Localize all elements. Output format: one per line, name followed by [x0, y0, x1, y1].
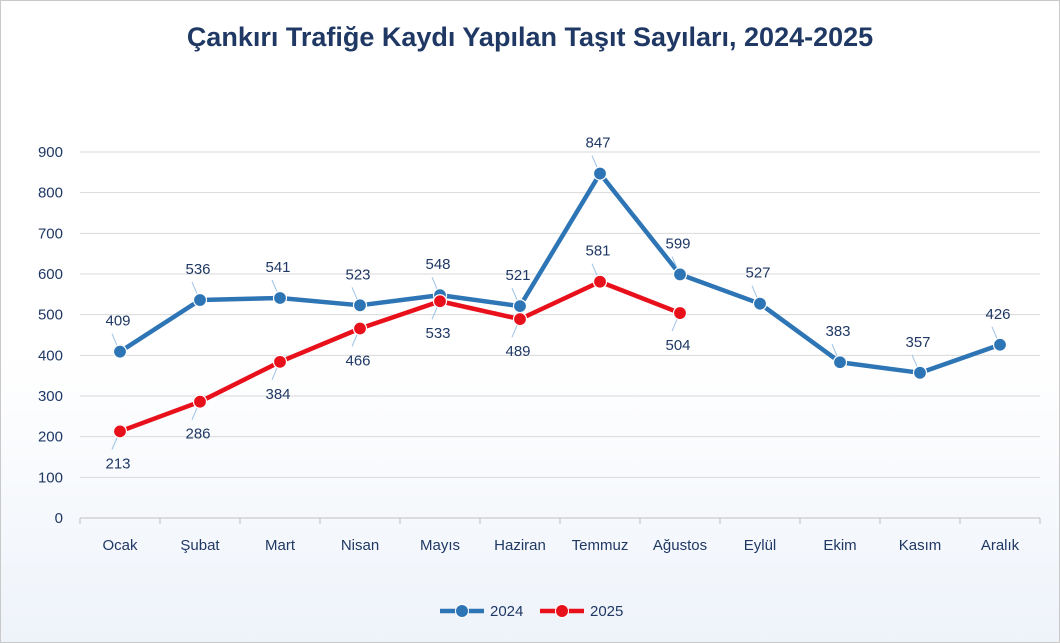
- data-point: [672, 267, 688, 282]
- y-tick-label: 300: [38, 388, 63, 405]
- data-point: [352, 321, 368, 336]
- data-point: [352, 298, 368, 313]
- data-label: 504: [665, 337, 690, 354]
- data-label: 847: [585, 135, 610, 152]
- y-tick-label: 800: [38, 185, 63, 202]
- data-label: 527: [745, 265, 770, 282]
- series-line-2025: [117, 279, 683, 434]
- x-tick-label: Mayıs: [420, 537, 460, 554]
- x-tick-label: Aralık: [981, 537, 1020, 554]
- data-point: [752, 296, 768, 311]
- data-point: [192, 394, 208, 409]
- x-tick-label: Temmuz: [572, 537, 629, 554]
- y-tick-label: 400: [38, 347, 63, 364]
- y-tick-label: 0: [55, 510, 63, 527]
- data-point: [432, 294, 448, 309]
- data-label: 357: [905, 334, 930, 351]
- data-point: [192, 292, 208, 308]
- data-point: [832, 355, 848, 370]
- data-point: [112, 344, 128, 359]
- x-tick-label: Ağustos: [653, 537, 707, 554]
- y-tick-label: 600: [38, 266, 63, 283]
- y-tick-label: 100: [38, 469, 63, 486]
- x-tick-label: Nisan: [341, 537, 379, 554]
- series-line-2024: [117, 171, 1003, 376]
- data-label: 548: [425, 256, 450, 273]
- data-label: 523: [345, 266, 370, 283]
- data-label: 213: [105, 455, 130, 472]
- chart-title: Çankırı Trafiğe Kaydı Yapılan Taşıt Sayı…: [186, 22, 874, 52]
- data-point: [592, 166, 608, 181]
- y-tick-label: 500: [38, 307, 63, 324]
- y-tick-label: 700: [38, 225, 63, 242]
- data-point: [992, 337, 1008, 352]
- x-tick-label: Kasım: [899, 537, 942, 554]
- y-tick-label: 900: [38, 144, 63, 161]
- data-label: 533: [425, 325, 450, 342]
- data-point: [272, 354, 288, 369]
- data-point: [112, 424, 128, 439]
- data-label: 409: [105, 313, 130, 330]
- data-point: [672, 305, 688, 321]
- legend-swatch-marker: [555, 604, 569, 618]
- x-tick-label: Mart: [265, 537, 296, 554]
- x-tick-label: Eylül: [744, 537, 777, 554]
- data-label: 599: [665, 235, 690, 252]
- data-label: 541: [265, 259, 290, 276]
- data-label: 466: [345, 352, 370, 369]
- x-tick-label: Ekim: [823, 537, 856, 554]
- legend-swatch-marker: [455, 604, 469, 618]
- data-label: 384: [265, 386, 290, 403]
- x-tick-label: Haziran: [494, 537, 546, 554]
- data-point: [912, 365, 928, 380]
- data-point: [512, 299, 528, 314]
- data-point: [512, 312, 528, 327]
- data-point: [272, 290, 288, 306]
- legend-label: 2024: [490, 603, 523, 620]
- data-label: 286: [185, 426, 210, 443]
- data-point: [592, 274, 608, 289]
- x-tick-label: Ocak: [102, 537, 138, 554]
- y-tick-label: 200: [38, 429, 63, 446]
- data-label: 536: [185, 261, 210, 278]
- data-label: 521: [505, 267, 530, 284]
- data-label: 489: [505, 343, 530, 360]
- legend-label: 2025: [590, 603, 623, 620]
- x-tick-label: Şubat: [180, 537, 220, 554]
- data-label: 383: [825, 323, 850, 340]
- data-label: 581: [585, 243, 610, 260]
- data-label: 426: [985, 306, 1010, 323]
